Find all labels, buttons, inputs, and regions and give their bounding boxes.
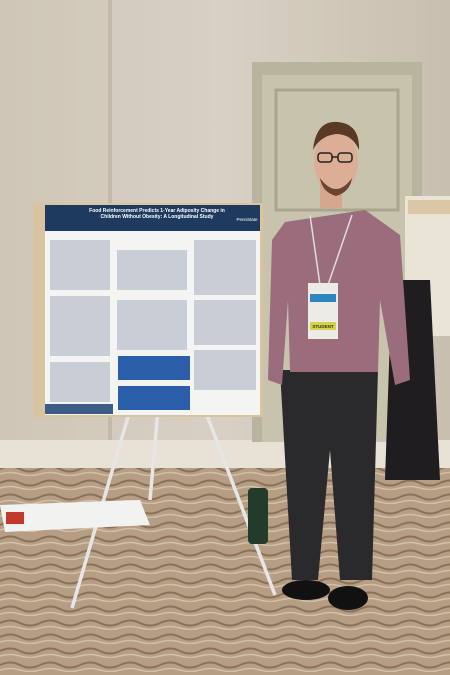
badge-stripe (310, 294, 336, 302)
lanyard (309, 214, 321, 286)
lanyard (327, 214, 353, 286)
badge-ribbon (310, 322, 336, 330)
poster-title: Food Reinforcement Predicts 1-Year Adipo… (89, 208, 225, 220)
poster-logo: PennState (236, 217, 258, 222)
poster-footer (45, 404, 113, 414)
badge (308, 283, 338, 339)
bag-logo (6, 512, 24, 524)
person: STUDENT (268, 121, 410, 610)
side-poster-header (408, 200, 450, 214)
water-bottle (248, 488, 268, 544)
shirt (268, 210, 410, 385)
tote-bag (0, 500, 150, 532)
glasses (317, 152, 353, 163)
poster-figure (118, 386, 190, 410)
hair (313, 121, 360, 150)
shoe (282, 580, 330, 600)
beard (320, 178, 352, 196)
poster-figure (118, 356, 190, 380)
carpet (0, 468, 450, 675)
shoe (328, 586, 368, 610)
poster-title-box: Food Reinforcement Predicts 1-Year Adipo… (89, 208, 225, 220)
face (314, 132, 358, 192)
badge-ribbon-text: STUDENT (312, 324, 334, 329)
poster-header (45, 205, 260, 231)
door-panel (274, 88, 400, 212)
poster-text-blocks (50, 240, 256, 402)
trousers (280, 370, 378, 580)
